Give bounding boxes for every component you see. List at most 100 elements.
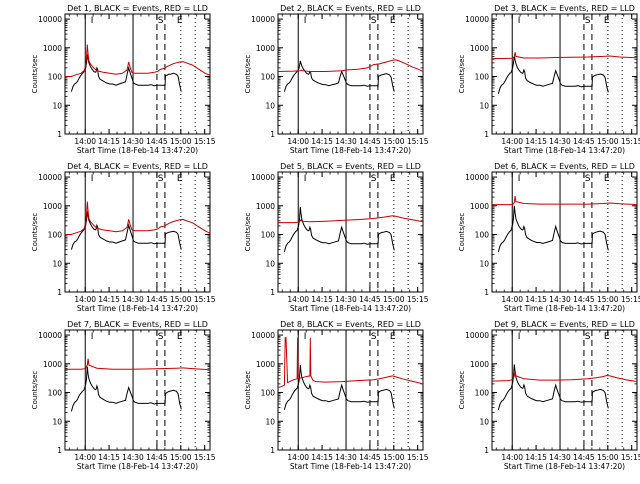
panel-2: Det 2, BLACK = Events, RED = LLD I S E 1 10 10… [244,4,429,155]
marker-label-s: S [158,174,164,184]
lld-series-line [65,358,210,371]
y-axis-label: Counts/sec [458,371,466,410]
y-tick-label: 10000 [251,15,275,24]
y-tick-label: 10 [265,259,275,268]
x-tick-label: 14:45 [146,137,168,146]
events-series-line [497,364,609,410]
panel-title: Det 7, BLACK = Events, RED = LLD [67,320,208,329]
y-axis-label: Counts/sec [31,55,39,94]
x-tick-label: 14:45 [573,453,595,462]
lld-series-line [278,337,423,388]
y-tick-label: 10 [265,101,275,110]
x-tick-label: 15:00 [170,453,192,462]
y-tick-label: 1000 [470,360,489,369]
y-axis-label: Counts/sec [244,55,252,94]
x-tick-label: 14:45 [573,137,595,146]
x-tick-label: 15:15 [621,453,640,462]
marker-label-i: I [304,16,307,26]
y-tick-label: 100 [261,231,276,240]
marker-label-e: E [604,16,610,26]
y-tick-label: 1 [57,130,62,139]
x-tick-label: 14:15 [525,137,547,146]
x-tick-label: 14:45 [573,295,595,304]
y-axis-label: Counts/sec [458,213,466,252]
y-tick-label: 10000 [251,331,275,340]
events-series-line [283,60,395,92]
panel-9: Det 9, BLACK = Events, RED = LLD I S E 1 10 10… [458,320,640,471]
y-tick-label: 1 [270,130,275,139]
marker-label-s: S [585,16,591,26]
x-tick-label: 15:00 [597,295,619,304]
y-tick-label: 1 [57,446,62,455]
x-tick-label: 15:00 [170,137,192,146]
panel-8: Det 8, BLACK = Events, RED = LLD I S E 1 10 10… [244,320,429,471]
events-series-line [497,56,609,94]
x-tick-label: 15:15 [407,137,429,146]
x-tick-label: 14:30 [335,295,357,304]
x-tick-label: 15:15 [407,453,429,462]
events-series-line [497,205,609,252]
y-tick-label: 10 [479,259,489,268]
y-axis-label: Counts/sec [458,55,466,94]
y-tick-label: 1000 [470,202,489,211]
lld-series-line [492,195,637,206]
plot-frame [277,329,424,451]
x-tick-label: 15:15 [194,137,216,146]
x-tick-label: 14:15 [525,453,547,462]
y-tick-label: 100 [475,231,490,240]
x-tick-label: 15:15 [407,295,429,304]
y-tick-label: 1 [484,446,489,455]
y-axis-label: Counts/sec [244,213,252,252]
lld-series-line [65,44,210,77]
y-tick-label: 1000 [43,44,62,53]
marker-label-s: S [371,174,377,184]
plot-frame [64,329,211,451]
marker-label-e: E [177,332,183,342]
x-tick-label: 14:00 [74,295,96,304]
panel-title: Det 8, BLACK = Events, RED = LLD [280,320,421,329]
x-tick-label: 14:15 [311,137,333,146]
x-tick-label: 14:00 [501,453,523,462]
x-axis-label: Start Time (18-Feb-14 13:47:20) [290,304,411,313]
y-tick-label: 1000 [43,360,62,369]
x-axis-label: Start Time (18-Feb-14 13:47:20) [77,304,198,313]
plot-frame [277,13,424,135]
x-tick-label: 14:00 [287,453,309,462]
events-series-line [283,365,395,410]
marker-label-e: E [177,174,183,184]
x-tick-label: 15:15 [621,137,640,146]
y-tick-label: 1 [484,130,489,139]
y-tick-label: 10 [479,417,489,426]
y-tick-label: 100 [475,73,490,82]
plot-frame [64,13,211,135]
panel-7: Det 7, BLACK = Events, RED = LLD I S E 1 10 10… [31,320,216,471]
panel-title: Det 6, BLACK = Events, RED = LLD [494,162,635,171]
x-tick-label: 14:30 [335,137,357,146]
x-tick-label: 15:00 [383,137,405,146]
x-tick-label: 14:30 [335,453,357,462]
marker-label-i: I [518,332,521,342]
panel-1: Det 1, BLACK = Events, RED = LLD I S E 1 10 10… [31,4,216,155]
y-tick-label: 100 [261,73,276,82]
x-tick-label: 14:45 [146,295,168,304]
marker-label-e: E [177,16,183,26]
panel-3: Det 3, BLACK = Events, RED = LLD I S E 1 10 10… [458,4,640,155]
panel-5: Det 5, BLACK = Events, RED = LLD I S E 1 10 10… [244,162,429,313]
x-tick-label: 15:15 [194,295,216,304]
y-tick-label: 10 [52,417,62,426]
plot-frame [277,171,424,293]
events-series-line [70,366,182,412]
y-tick-label: 10000 [465,15,489,24]
marker-label-s: S [371,16,377,26]
y-tick-label: 100 [48,73,63,82]
lld-series-line [492,52,637,60]
x-tick-label: 14:30 [122,453,144,462]
marker-label-e: E [390,16,396,26]
y-tick-label: 1 [484,288,489,297]
panel-title: Det 3, BLACK = Events, RED = LLD [494,4,635,13]
x-axis-label: Start Time (18-Feb-14 13:47:20) [77,146,198,155]
y-tick-label: 10 [52,259,62,268]
marker-label-i: I [91,16,94,26]
x-axis-label: Start Time (18-Feb-14 13:47:20) [504,146,625,155]
x-tick-label: 14:30 [549,295,571,304]
